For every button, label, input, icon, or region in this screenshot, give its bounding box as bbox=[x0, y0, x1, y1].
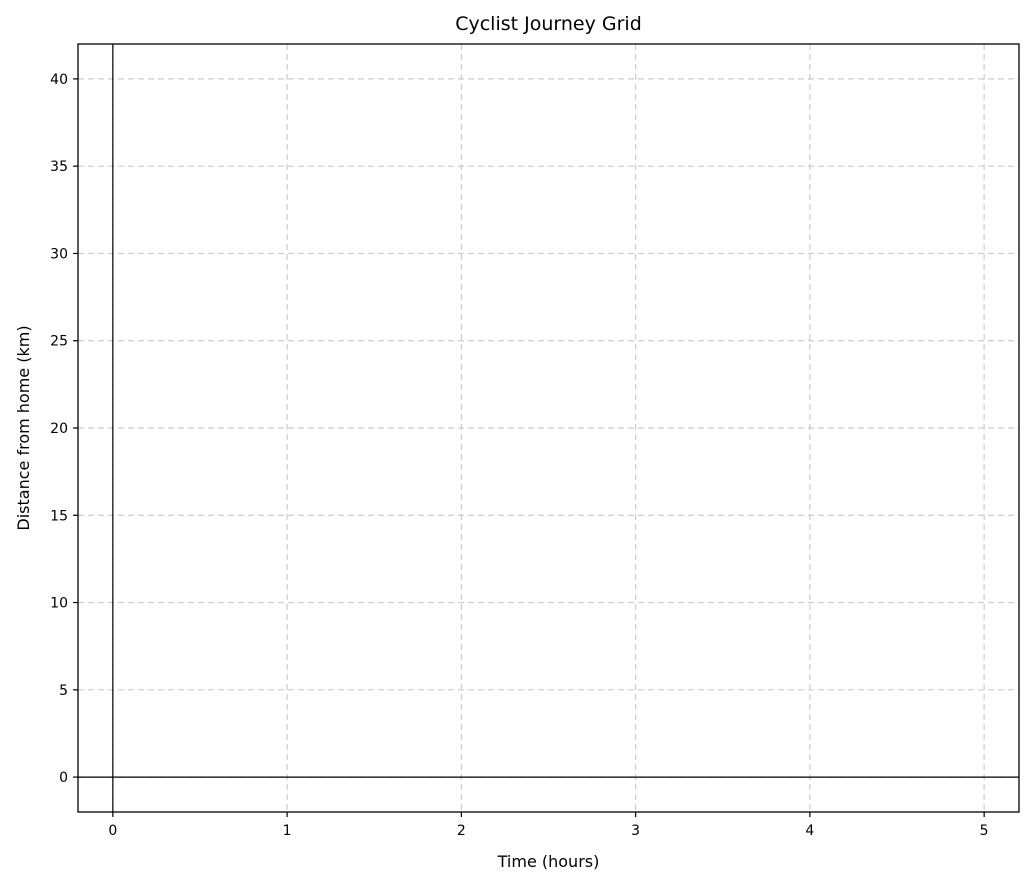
y-tick-label: 30 bbox=[50, 246, 68, 262]
y-tick-label: 20 bbox=[50, 421, 68, 437]
x-tick-label: 3 bbox=[631, 823, 640, 839]
y-tick-label: 5 bbox=[59, 683, 68, 699]
reference-lines bbox=[78, 44, 1019, 812]
x-tick-label: 0 bbox=[108, 823, 117, 839]
y-tick-label: 25 bbox=[50, 334, 68, 350]
y-tick-label: 35 bbox=[50, 159, 68, 175]
axis-ticks: 0 1 2 3 4 5 0 5 10 15 20 25 30 35 40 bbox=[50, 72, 988, 839]
x-tick-label: 2 bbox=[457, 823, 466, 839]
x-tick-label: 1 bbox=[283, 823, 292, 839]
y-tick-label: 0 bbox=[59, 770, 68, 786]
x-axis-label: Time (hours) bbox=[497, 852, 600, 871]
x-tick-label: 4 bbox=[805, 823, 814, 839]
y-tick-label: 15 bbox=[50, 508, 68, 524]
x-tick-label: 5 bbox=[980, 823, 989, 839]
chart-title: Cyclist Journey Grid bbox=[455, 13, 642, 35]
y-tick-label: 40 bbox=[50, 72, 68, 88]
y-tick-label: 10 bbox=[50, 596, 68, 612]
y-axis-label: Distance from home (km) bbox=[14, 325, 33, 530]
